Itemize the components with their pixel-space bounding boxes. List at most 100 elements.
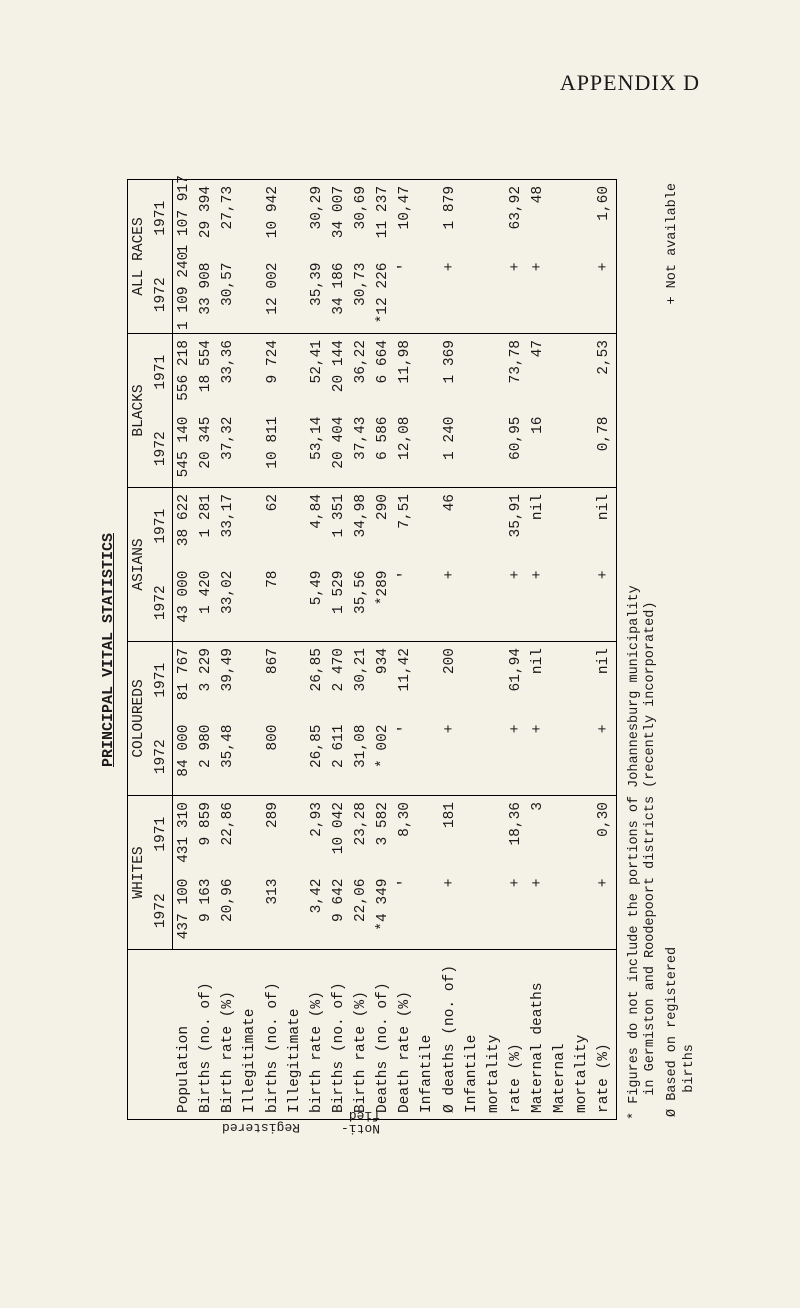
cell [571,487,593,564]
cell [239,796,261,873]
cell: ' [394,564,416,641]
cell: 63,92 [505,179,527,256]
cell [239,719,261,796]
row-label: Ø deaths (no. of) [439,950,461,1120]
cell: 0,78 [593,410,616,487]
row-label: rate (%) [505,950,527,1120]
cell: 23,28 [350,796,372,873]
cell: + [593,256,616,333]
cell: 34 007 [328,179,350,256]
cell: + [505,873,527,950]
cell: 20 345 [195,410,217,487]
col-group: ASIANS [127,487,150,641]
cell [461,333,483,410]
cell [239,641,261,718]
row-label: Population [173,950,196,1120]
cell [483,179,505,256]
row-label: Infantile [416,950,438,1120]
cell: 3 229 [195,641,217,718]
cell: 31,08 [350,719,372,796]
cell [239,487,261,564]
cell [483,487,505,564]
row-label: rate (%) [593,950,616,1120]
cell [461,256,483,333]
cell [483,796,505,873]
cell: 33,36 [217,333,239,410]
cell: 48 [527,179,549,256]
cell: 181 [439,796,461,873]
cell [461,410,483,487]
cell: 12,08 [394,410,416,487]
cell: 37,32 [217,410,239,487]
cell [416,564,438,641]
col-group: ALL RACES [127,179,150,333]
cell: + [439,256,461,333]
cell [416,873,438,950]
cell: 20 404 [328,410,350,487]
cell: + [505,564,527,641]
cell: 22,86 [217,796,239,873]
cell: *4 349 [372,873,394,950]
cell: 30,73 [350,256,372,333]
cell [284,179,306,256]
cell: 9 859 [195,796,217,873]
cell [549,487,571,564]
cell: 73,78 [505,333,527,410]
footnote-plus: + Not available [664,182,700,649]
cell: 200 [439,641,461,718]
cell [571,410,593,487]
cell [549,796,571,873]
cell: 9 642 [328,873,350,950]
cell: + [593,873,616,950]
cell [483,641,505,718]
cell: 5,49 [306,564,328,641]
row-label: Deaths (no. of) [372,950,394,1120]
cell [549,256,571,333]
cell [549,719,571,796]
cell: 35,39 [306,256,328,333]
cell: 78 [262,564,284,641]
cell: nil [527,487,549,564]
cell [483,256,505,333]
cell: 46 [439,487,461,564]
cell [483,410,505,487]
cell [239,333,261,410]
row-label: Births (no. of) [328,950,350,1120]
cell [416,796,438,873]
cell [571,796,593,873]
col-year: 1972 [150,564,173,641]
cell [239,179,261,256]
row-label: Infantile [461,950,483,1120]
cell: 4,84 [306,487,328,564]
cell: 35,91 [505,487,527,564]
cell: 934 [372,641,394,718]
cell: 2,53 [593,333,616,410]
cell: 34,98 [350,487,372,564]
cell [416,333,438,410]
col-year: 1972 [150,256,173,333]
col-year: 1972 [150,719,173,796]
cell: 39,49 [217,641,239,718]
row-label: Maternal deaths [527,950,549,1120]
footnote-empty: Ø Based on registered births [664,651,700,1118]
cell: 1 369 [439,333,461,410]
cell: *12 226 [372,256,394,333]
cell: 431 310 [173,796,196,873]
cell [284,873,306,950]
cell: 38 622 [173,487,196,564]
cell: + [527,719,549,796]
cell: 35,56 [350,564,372,641]
cell [549,410,571,487]
cell: * 002 [372,719,394,796]
cell [483,564,505,641]
cell: 10,47 [394,179,416,256]
table-body: Population437 100431 31084 00081 76743 0… [173,179,617,1119]
appendix-label: APPENDIX D [560,70,700,96]
col-year: 1971 [150,333,173,410]
cell: 1 281 [195,487,217,564]
cell: 10 042 [328,796,350,873]
cell [461,564,483,641]
col-group: BLACKS [127,333,150,487]
cell: 800 [262,719,284,796]
cell: 545 140 [173,410,196,487]
